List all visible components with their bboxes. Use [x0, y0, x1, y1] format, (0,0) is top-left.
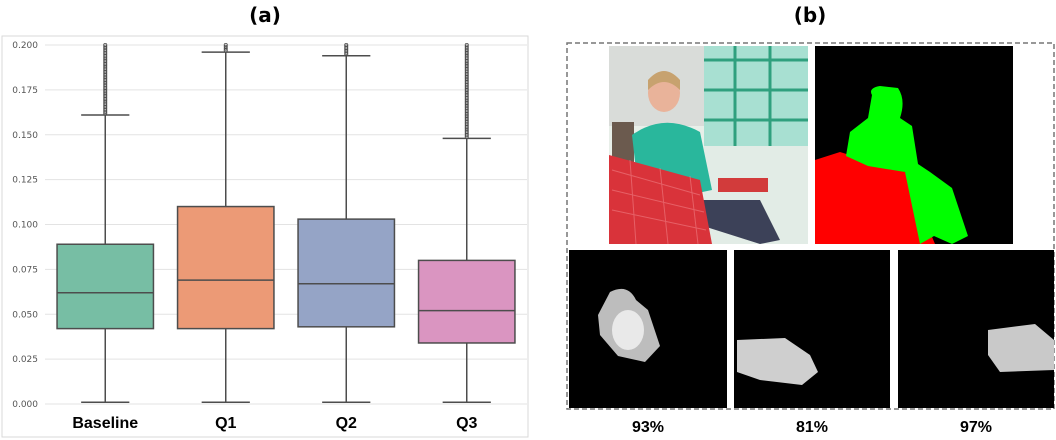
- outlier-point: [103, 44, 108, 49]
- outlier-point: [344, 44, 349, 49]
- segmentation-mask: [815, 46, 1013, 244]
- y-tick-label: 0.000: [12, 400, 38, 410]
- box-q2: [297, 43, 396, 403]
- map-2-label: 81%: [796, 419, 828, 436]
- outlier-point: [223, 43, 228, 48]
- y-tick-label: 0.025: [12, 355, 38, 365]
- y-tick-label: 0.200: [12, 41, 38, 51]
- y-tick-label: 0.075: [12, 265, 38, 275]
- panel-b-frame: [566, 42, 1055, 410]
- y-tick-label: 0.125: [12, 176, 38, 186]
- box-iqr: [176, 205, 275, 330]
- x-tick-label: Q2: [336, 415, 357, 432]
- y-tick-label: 0.175: [12, 86, 38, 96]
- attention-map-2: [734, 250, 890, 408]
- y-axis: 0.000 0.025 0.050 0.075 0.100 0.125 0.150 0.175…: [12, 41, 38, 410]
- outlier-point: [344, 43, 349, 48]
- x-axis: Baseline Q1 Q2 Q3: [72, 415, 477, 432]
- box-iqr: [297, 218, 396, 328]
- outlier-point: [464, 43, 469, 48]
- box-series: [56, 43, 516, 403]
- scene-photo: [609, 46, 808, 245]
- outlier-point: [464, 44, 469, 49]
- attention-map-3: [898, 250, 1054, 408]
- x-tick-label: Baseline: [72, 415, 138, 432]
- panel-b-label: (b): [794, 3, 827, 27]
- x-tick-label: Q3: [456, 415, 477, 432]
- box-iqr: [417, 259, 516, 344]
- box-q1: [176, 43, 275, 403]
- panel-a-label: (a): [249, 3, 281, 27]
- map-3-label: 97%: [960, 419, 992, 436]
- outlier-point: [223, 44, 228, 49]
- y-tick-label: 0.150: [12, 131, 38, 141]
- y-tick-label: 0.050: [12, 310, 38, 320]
- y-tick-label: 0.100: [12, 221, 38, 231]
- attention-map-1: [569, 250, 727, 408]
- map-1-label: 93%: [632, 419, 664, 436]
- box-baseline: [56, 43, 155, 403]
- grid: [45, 44, 527, 405]
- box-q3: [417, 43, 516, 403]
- box-iqr: [56, 243, 155, 330]
- x-tick-label: Q1: [215, 415, 236, 432]
- outlier-point: [103, 43, 108, 48]
